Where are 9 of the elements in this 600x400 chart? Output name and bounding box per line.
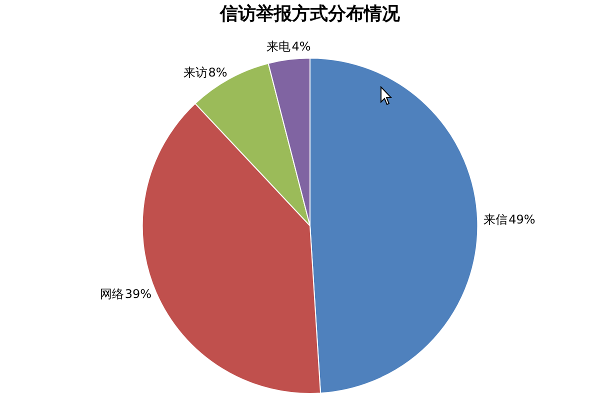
- slice-label: 网络: [100, 286, 124, 301]
- data-label: 39%: [124, 286, 152, 301]
- data-label: 8%: [208, 66, 228, 80]
- chart-title: 信访举报方式分布情况: [219, 3, 401, 24]
- slice-label: 来信: [484, 212, 508, 226]
- slice-label: 来电: [266, 40, 291, 54]
- data-label: 4%: [292, 40, 311, 54]
- data-label: 49%: [508, 212, 536, 226]
- slice-label: 来访: [183, 66, 208, 80]
